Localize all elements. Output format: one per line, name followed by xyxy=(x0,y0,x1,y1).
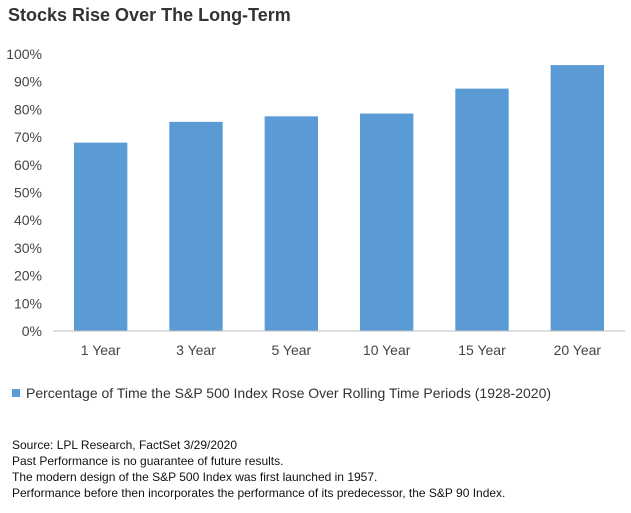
y-tick-label: 0% xyxy=(22,323,42,339)
bar-15-year xyxy=(455,88,509,331)
y-tick-label: 20% xyxy=(14,268,42,284)
y-tick-label: 100% xyxy=(6,46,42,62)
y-tick-label: 80% xyxy=(14,101,42,117)
bar-5-year xyxy=(264,116,319,331)
bar-1-year xyxy=(73,142,128,331)
bar-chart: 0% 10% 20% 30% 40% 50% 60% 70% 80% 90% 100% 1 Year 3… xyxy=(6,46,625,358)
y-tick-label: 90% xyxy=(14,74,42,90)
bar-20-year xyxy=(550,65,605,331)
footer-predecessor-note: Performance before then incorporates the… xyxy=(12,486,506,500)
x-tick-label: 3 Year xyxy=(176,342,216,358)
footer-source: Source: LPL Research, FactSet 3/29/2020 xyxy=(12,438,238,452)
footer-notes: Source: LPL Research, FactSet 3/29/2020 … xyxy=(12,437,505,501)
footer-disclaimer: Past Performance is no guarantee of futu… xyxy=(12,454,284,468)
x-tick-label: 15 Year xyxy=(458,342,506,358)
y-tick-label: 40% xyxy=(14,212,42,228)
bar-10-year xyxy=(359,113,414,332)
x-tick-label: 1 Year xyxy=(81,342,121,358)
bar-3-year xyxy=(169,121,223,332)
y-tick-label: 30% xyxy=(14,240,42,256)
x-tick-label: 10 Year xyxy=(363,342,411,358)
legend-swatch xyxy=(12,389,20,397)
x-tick-label: 20 Year xyxy=(554,342,602,358)
y-tick-label: 60% xyxy=(14,157,42,173)
legend: Percentage of Time the S&P 500 Index Ros… xyxy=(12,385,551,401)
y-tick-label: 10% xyxy=(14,295,42,311)
y-tick-label: 70% xyxy=(14,129,42,145)
legend-label: Percentage of Time the S&P 500 Index Ros… xyxy=(26,385,552,401)
x-tick-label: 5 Year xyxy=(271,342,311,358)
footer-index-note: The modern design of the S&P 500 Index w… xyxy=(12,470,378,484)
y-tick-label: 50% xyxy=(14,185,42,201)
chart-title: Stocks Rise Over The Long-Term xyxy=(8,5,291,25)
